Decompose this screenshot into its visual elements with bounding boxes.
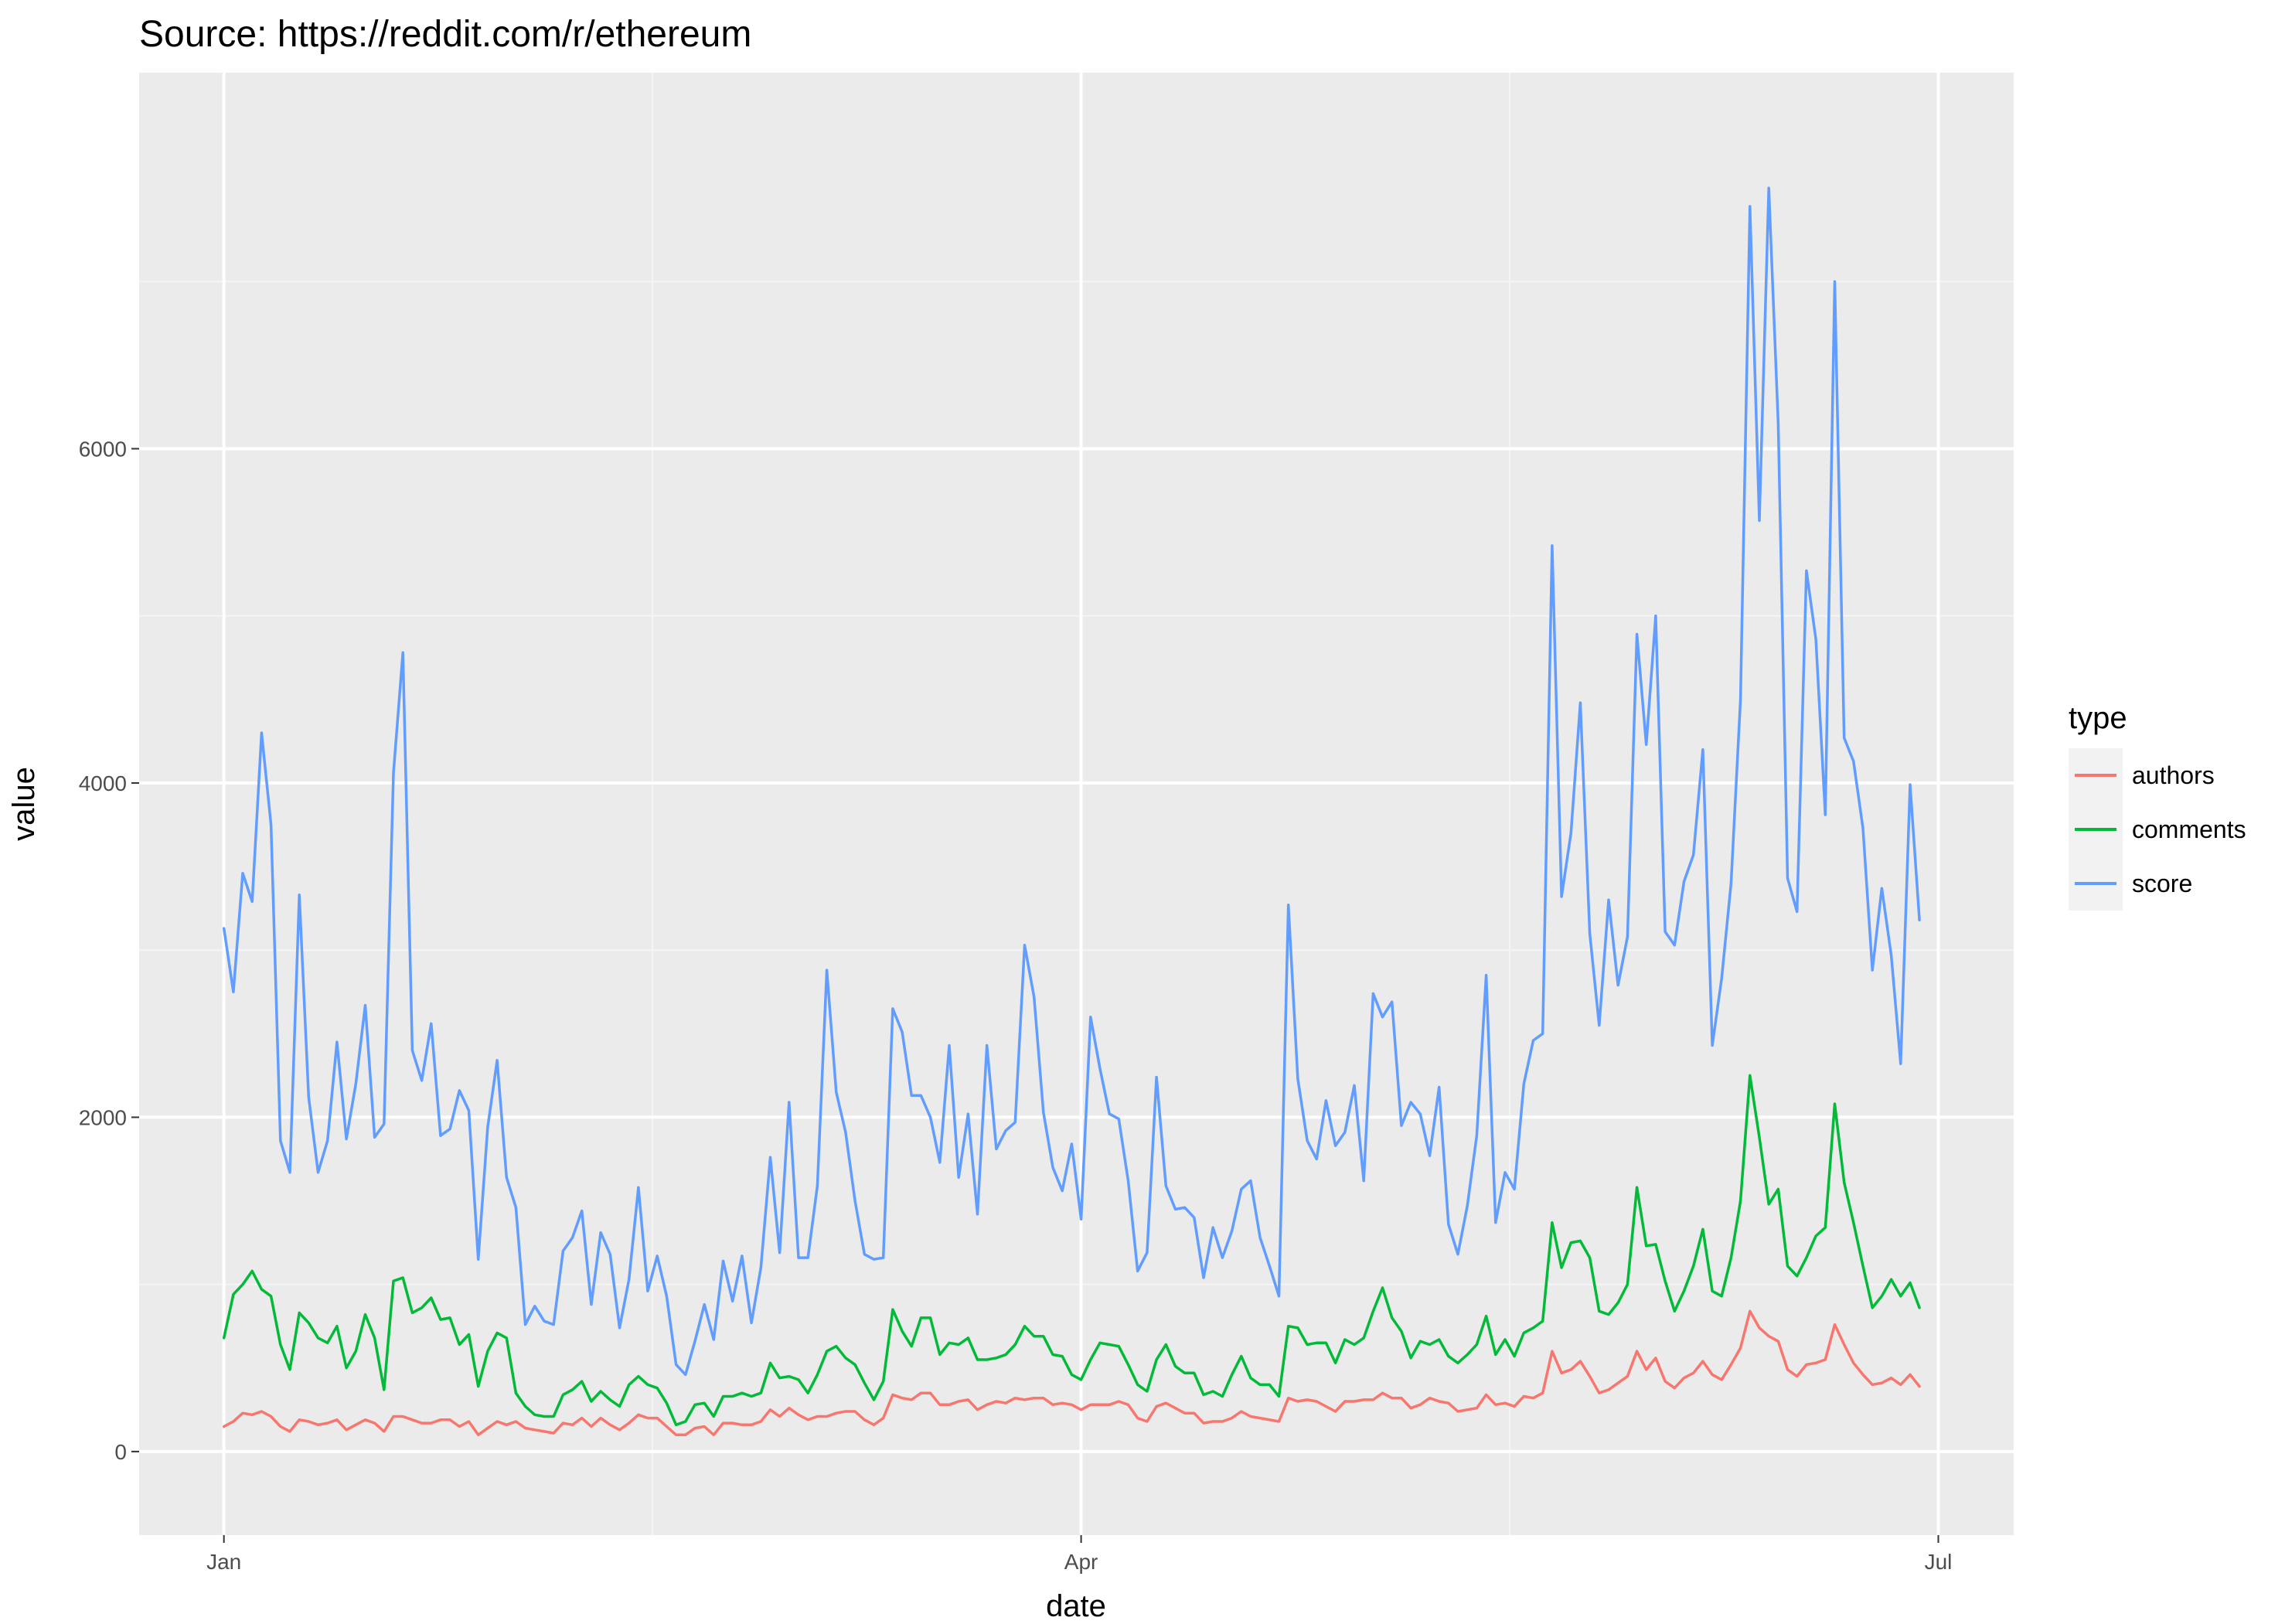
y-tick-label: 4000 bbox=[79, 771, 127, 795]
y-tick-label: 0 bbox=[114, 1440, 127, 1464]
series-line-comments bbox=[222, 1074, 1921, 1427]
x-axis-title: date bbox=[1046, 1589, 1106, 1623]
x-tick-label: Jan bbox=[206, 1550, 241, 1574]
legend-label-score: score bbox=[2132, 870, 2192, 897]
chart-title: Source: https://reddit.com/r/ethereum bbox=[139, 14, 751, 55]
series-line-authors bbox=[222, 1309, 1921, 1437]
minor-gridlines bbox=[139, 73, 2014, 1535]
series-lines bbox=[222, 186, 1921, 1437]
series-line-score bbox=[222, 186, 1921, 1377]
y-axis-title: value bbox=[7, 767, 41, 841]
x-tick-label: Jul bbox=[1925, 1550, 1953, 1574]
legend-title: type bbox=[2069, 701, 2127, 735]
x-tick-label: Apr bbox=[1064, 1550, 1098, 1574]
legend: type authors comments score bbox=[2069, 701, 2246, 911]
legend-label-comments: comments bbox=[2132, 815, 2246, 843]
y-tick-label: 6000 bbox=[79, 437, 127, 461]
plot-panel bbox=[139, 73, 2014, 1535]
x-axis: Jan Apr Jul bbox=[206, 1535, 1952, 1574]
major-gridlines bbox=[139, 73, 2014, 1535]
y-tick-label: 2000 bbox=[79, 1105, 127, 1129]
legend-label-authors: authors bbox=[2132, 761, 2215, 789]
y-axis: 0 2000 4000 6000 bbox=[79, 437, 139, 1464]
